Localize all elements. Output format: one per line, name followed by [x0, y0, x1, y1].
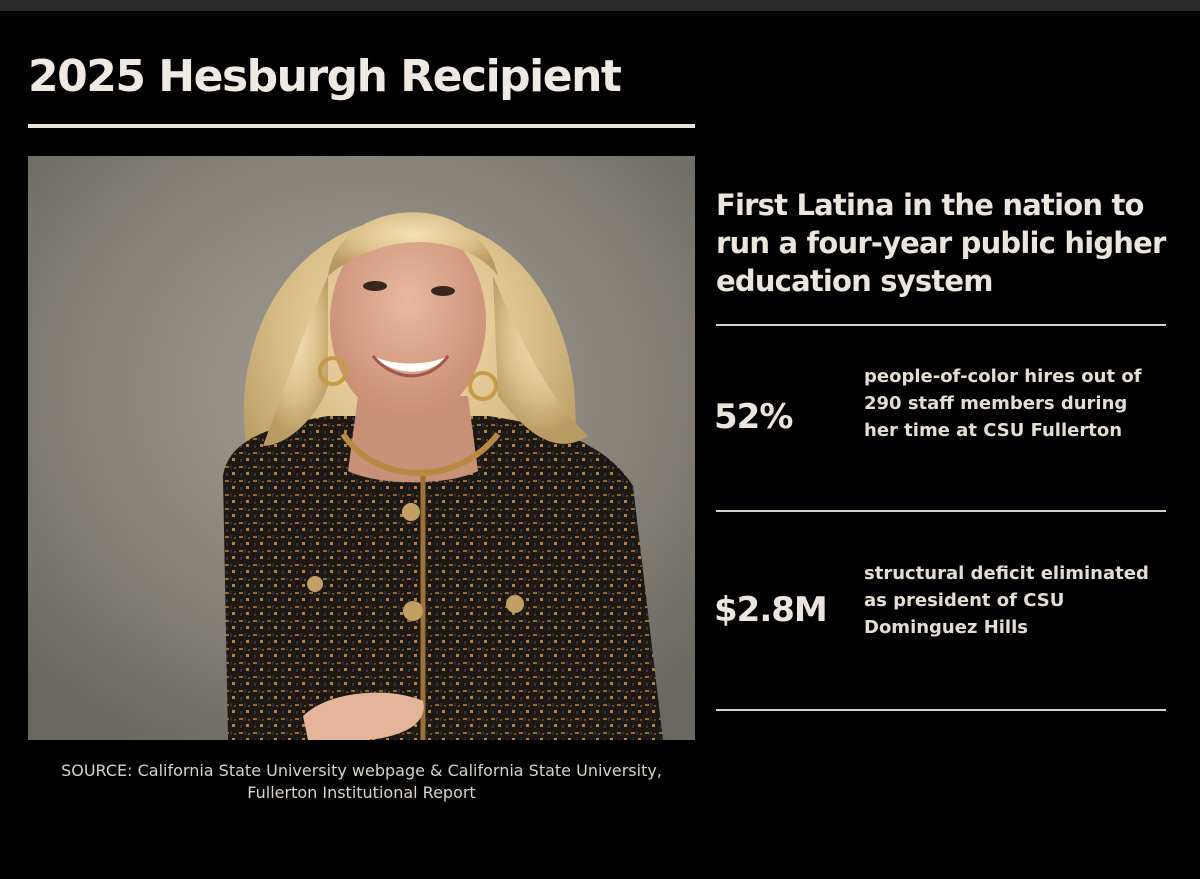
headline: First Latina in the nation to run a four…	[716, 188, 1166, 298]
title-underline	[28, 124, 695, 128]
divider-3	[716, 709, 1166, 711]
page-title: 2025 Hesburgh Recipient	[28, 51, 622, 102]
stat-value-1: 52%	[714, 397, 793, 437]
stat-description-1: people-of-color hires out of 290 staff m…	[864, 366, 1142, 441]
top-border-bar	[0, 0, 1200, 11]
divider-2	[716, 510, 1166, 512]
divider-1	[716, 324, 1166, 326]
portrait-photo	[28, 156, 695, 740]
stat-value-2: $2.8M	[714, 590, 828, 630]
stat-description-2: structural deficit eliminated as preside…	[864, 563, 1149, 638]
source-citation: SOURCE: California State University webp…	[61, 761, 662, 802]
